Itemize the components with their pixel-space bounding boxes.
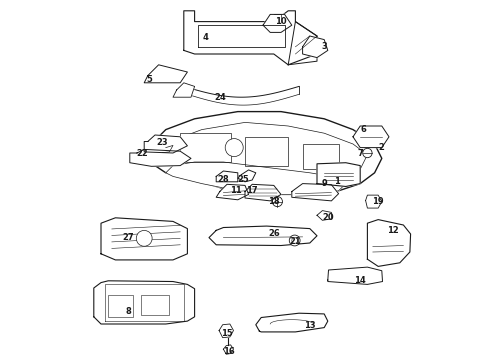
Text: 4: 4 <box>202 33 208 42</box>
Polygon shape <box>292 184 339 201</box>
Text: 11: 11 <box>230 186 242 195</box>
Text: 22: 22 <box>137 149 148 158</box>
Text: 28: 28 <box>218 175 229 184</box>
Polygon shape <box>245 184 281 201</box>
Circle shape <box>292 238 297 243</box>
Polygon shape <box>216 171 238 182</box>
Text: 13: 13 <box>304 321 316 330</box>
Text: 24: 24 <box>214 93 226 102</box>
Text: 19: 19 <box>372 197 384 206</box>
Polygon shape <box>209 226 317 246</box>
Text: 3: 3 <box>321 42 327 51</box>
Text: 15: 15 <box>221 328 233 338</box>
Circle shape <box>363 148 372 158</box>
Polygon shape <box>353 126 389 148</box>
Text: 23: 23 <box>156 138 168 147</box>
Text: 6: 6 <box>361 125 367 134</box>
Text: 12: 12 <box>387 226 398 235</box>
Polygon shape <box>328 267 383 284</box>
Text: 25: 25 <box>237 175 249 184</box>
Circle shape <box>136 230 152 246</box>
Text: 7: 7 <box>357 149 363 158</box>
Polygon shape <box>368 220 411 266</box>
Polygon shape <box>263 14 292 32</box>
Polygon shape <box>219 324 233 338</box>
Text: 16: 16 <box>223 346 235 356</box>
Polygon shape <box>303 36 328 58</box>
Text: 27: 27 <box>122 233 134 242</box>
Bar <box>180 133 231 162</box>
Text: 2: 2 <box>379 143 385 152</box>
Polygon shape <box>144 135 187 153</box>
Text: 26: 26 <box>268 230 280 239</box>
Polygon shape <box>101 218 187 260</box>
Text: 20: 20 <box>322 213 334 222</box>
Polygon shape <box>166 162 346 194</box>
Bar <box>108 295 133 317</box>
Circle shape <box>289 235 300 246</box>
Polygon shape <box>223 345 233 354</box>
Polygon shape <box>144 112 382 194</box>
Circle shape <box>225 139 243 157</box>
Polygon shape <box>144 65 187 83</box>
Polygon shape <box>317 163 360 186</box>
Polygon shape <box>130 149 191 166</box>
Polygon shape <box>366 195 382 208</box>
Text: 10: 10 <box>275 17 287 26</box>
Text: 21: 21 <box>290 237 301 246</box>
Text: 14: 14 <box>354 276 366 285</box>
Text: 17: 17 <box>246 186 258 195</box>
Polygon shape <box>184 11 317 65</box>
Circle shape <box>272 197 282 207</box>
Polygon shape <box>256 313 328 332</box>
Polygon shape <box>216 184 248 200</box>
Text: 8: 8 <box>125 307 131 316</box>
Polygon shape <box>288 22 317 65</box>
Bar <box>303 144 339 169</box>
Text: 1: 1 <box>334 177 340 186</box>
Text: 18: 18 <box>268 197 280 206</box>
Polygon shape <box>173 83 195 97</box>
Polygon shape <box>94 281 195 324</box>
Bar <box>245 137 288 166</box>
Polygon shape <box>238 170 256 182</box>
Text: 5: 5 <box>147 75 152 84</box>
Polygon shape <box>317 211 331 220</box>
Text: 9: 9 <box>321 179 327 188</box>
Bar <box>141 295 170 315</box>
